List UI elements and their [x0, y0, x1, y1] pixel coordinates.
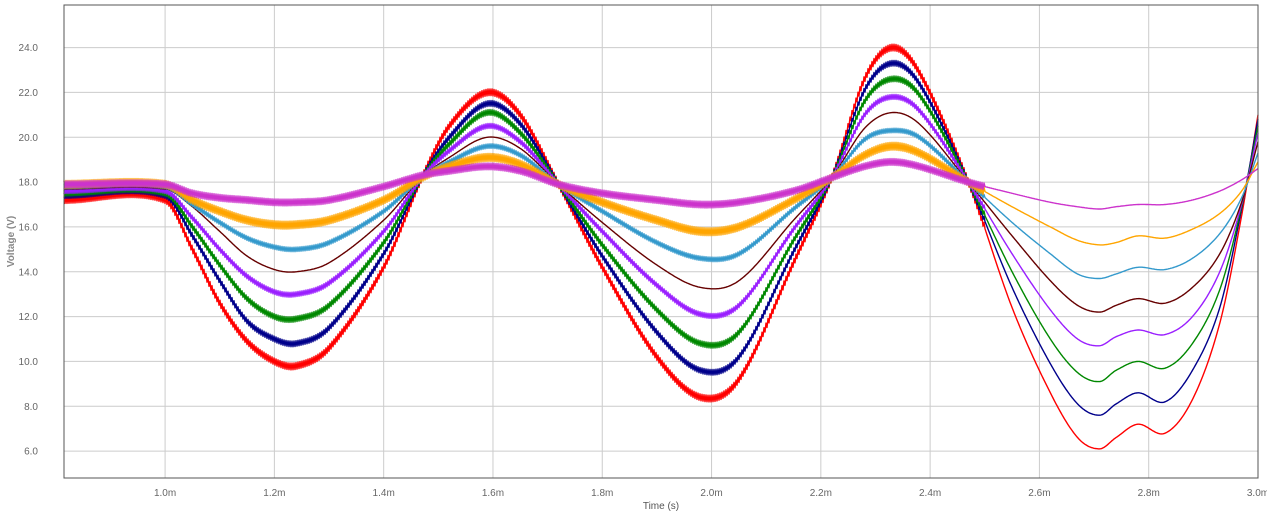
x-tick-label: 1.8m: [591, 488, 613, 499]
y-tick-label: 8.0: [24, 402, 38, 413]
x-axis-ticks: 1.0m 1.2m 1.4m 1.6m 1.8m 2.0m 2.2m 2.4m 2.6m 2.8m…: [154, 488, 1267, 499]
series-line-6: [63, 127, 1259, 280]
x-tick-label: 1.0m: [154, 488, 176, 499]
series-line-7: [63, 141, 1259, 246]
series-line-1: [63, 43, 1259, 450]
series-line-8: [63, 157, 1259, 210]
y-tick-label: 22.0: [19, 88, 39, 99]
x-tick-label: 2.2m: [810, 488, 832, 499]
x-tick-label: 2.4m: [919, 488, 941, 499]
plot-frame: [63, 4, 1259, 479]
series-line-2: [63, 59, 1259, 416]
y-tick-label: 20.0: [19, 133, 39, 144]
y-tick-label: 6.0: [24, 447, 38, 458]
y-tick-label: 24.0: [19, 43, 39, 54]
series-line-3: [63, 75, 1259, 383]
series-line-4: [63, 93, 1259, 347]
y-tick-label: 12.0: [19, 312, 39, 323]
x-axis-label: Time (s): [643, 501, 679, 512]
y-tick-label: 10.0: [19, 357, 39, 368]
x-tick-label: 1.2m: [263, 488, 285, 499]
y-axis-label: Voltage (V): [6, 216, 17, 267]
y-tick-label: 16.0: [19, 222, 39, 233]
y-axis-ticks: 6.0 8.0 10.0 12.0 14.0 16.0 18.0 20.0 22.0 24.0: [19, 43, 39, 458]
x-tick-label: 1.6m: [482, 488, 504, 499]
y-tick-label: 14.0: [19, 267, 39, 278]
series-layer: [63, 43, 1259, 450]
x-tick-label: 2.8m: [1138, 488, 1160, 499]
x-tick-label: 3.0m: [1247, 488, 1267, 499]
x-tick-label: 1.4m: [373, 488, 395, 499]
x-tick-label: 2.0m: [700, 488, 722, 499]
series-line-5: [63, 111, 1259, 313]
x-tick-label: 2.6m: [1028, 488, 1050, 499]
y-tick-label: 18.0: [19, 178, 39, 189]
